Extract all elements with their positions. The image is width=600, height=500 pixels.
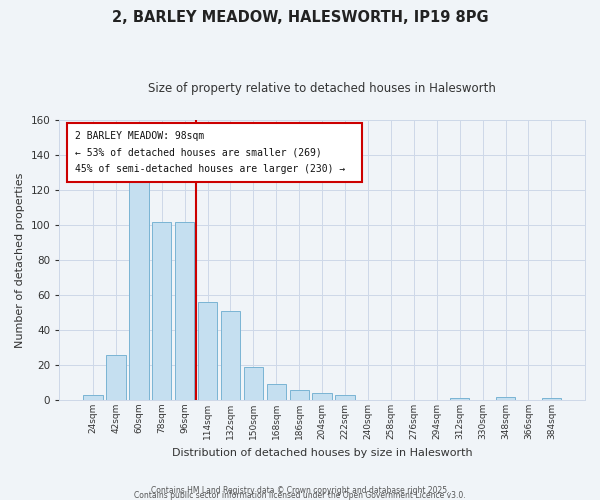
Bar — [83, 395, 103, 400]
Bar — [313, 393, 332, 400]
Bar — [266, 384, 286, 400]
Bar — [496, 396, 515, 400]
Text: Contains HM Land Registry data © Crown copyright and database right 2025.: Contains HM Land Registry data © Crown c… — [151, 486, 449, 495]
Title: Size of property relative to detached houses in Halesworth: Size of property relative to detached ho… — [148, 82, 496, 96]
Bar — [290, 390, 309, 400]
Bar — [175, 222, 194, 400]
Bar — [450, 398, 469, 400]
Bar — [542, 398, 561, 400]
Bar — [335, 395, 355, 400]
Bar — [221, 311, 240, 400]
X-axis label: Distribution of detached houses by size in Halesworth: Distribution of detached houses by size … — [172, 448, 472, 458]
Text: ← 53% of detached houses are smaller (269): ← 53% of detached houses are smaller (26… — [75, 148, 322, 158]
Bar — [152, 222, 172, 400]
Text: Contains public sector information licensed under the Open Government Licence v3: Contains public sector information licen… — [134, 490, 466, 500]
Text: 45% of semi-detached houses are larger (230) →: 45% of semi-detached houses are larger (… — [75, 164, 346, 174]
Bar — [244, 367, 263, 400]
Bar — [198, 302, 217, 400]
Y-axis label: Number of detached properties: Number of detached properties — [15, 172, 25, 348]
FancyBboxPatch shape — [67, 123, 362, 182]
Bar — [106, 354, 125, 400]
Text: 2, BARLEY MEADOW, HALESWORTH, IP19 8PG: 2, BARLEY MEADOW, HALESWORTH, IP19 8PG — [112, 10, 488, 25]
Bar — [129, 174, 149, 400]
Text: 2 BARLEY MEADOW: 98sqm: 2 BARLEY MEADOW: 98sqm — [75, 130, 205, 140]
